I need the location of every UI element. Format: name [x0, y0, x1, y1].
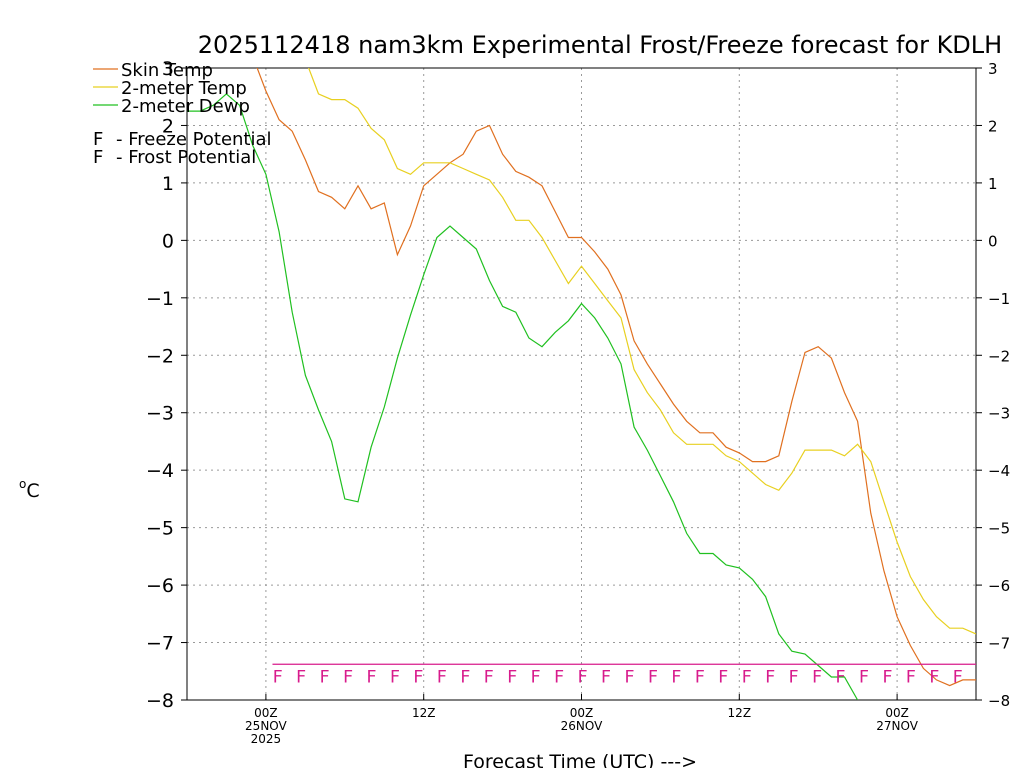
x-tick-label: 26NOV	[561, 719, 603, 733]
freeze-flag: F	[554, 667, 564, 687]
freeze-flag: F	[953, 667, 963, 687]
legend-marker: F	[93, 129, 103, 150]
y-tick-label-right: −6	[988, 577, 1010, 595]
series-line-2-meter-temp	[308, 68, 976, 635]
y-tick-label: −1	[146, 288, 174, 310]
freeze-flag: F	[929, 667, 939, 687]
freeze-flag: F	[648, 667, 658, 687]
y-tick-label-right: 1	[988, 175, 998, 193]
freeze-flag: F	[343, 667, 353, 687]
legend-marker: F	[93, 147, 103, 168]
x-tick-label: 12Z	[412, 706, 436, 720]
y-tick-label: −3	[146, 403, 174, 425]
y-tick-label-right: −2	[988, 347, 1010, 365]
y-tick-label: 1	[162, 173, 174, 195]
y-tick-label-right: −3	[988, 405, 1010, 423]
y-tick-label: −4	[146, 460, 174, 482]
y-tick-label-right: 2	[988, 117, 998, 135]
legend-label: 2-meter Temp	[121, 78, 247, 99]
grid-lines	[187, 68, 976, 700]
freeze-flag: F	[484, 667, 494, 687]
y-tick-label-right: 3	[988, 60, 998, 78]
freeze-flag: F	[319, 667, 329, 687]
y-tick-label-right: −8	[988, 692, 1010, 710]
y-axis-label: oC	[19, 477, 40, 502]
x-tick-label: 00Z	[254, 706, 278, 720]
freeze-flag: F	[601, 667, 611, 687]
x-tick-label: 25NOV	[245, 719, 287, 733]
y-tick-label: −6	[146, 575, 174, 597]
y-axis-left: −8 −7 −6 −5 −4 −3 −2 −1 0 1 2 3	[146, 58, 187, 712]
freeze-flag: F	[507, 667, 517, 687]
x-tick-label: 00Z	[570, 706, 594, 720]
y-tick-label: −5	[146, 518, 174, 540]
y-tick-label: 2	[162, 115, 174, 137]
x-tick-label: 27NOV	[876, 719, 918, 733]
freeze-flag: F	[296, 667, 306, 687]
freeze-flag: F	[718, 667, 728, 687]
freeze-flag: F	[577, 667, 587, 687]
y-tick-label: 3	[162, 58, 174, 80]
y-tick-label-right: −1	[988, 290, 1010, 308]
freeze-flag: F	[413, 667, 423, 687]
x-tick-label: 2025	[251, 732, 282, 746]
freeze-flag: F	[272, 667, 282, 687]
x-tick-label: 00Z	[885, 706, 909, 720]
freeze-flag: F	[695, 667, 705, 687]
freeze-flag: F	[437, 667, 447, 687]
y-axis-label-text: oC	[19, 477, 40, 502]
y-tick-label-right: 0	[988, 232, 998, 250]
chart-title: 2025112418 nam3km Experimental Frost/Fre…	[198, 31, 1002, 59]
freeze-flag: F	[530, 667, 540, 687]
y-tick-label: 0	[162, 230, 174, 252]
y-tick-label-right: −5	[988, 520, 1010, 538]
legend-label: 2-meter Dewp	[121, 96, 250, 117]
freeze-flag: F	[788, 667, 798, 687]
y-tick-label: −8	[146, 690, 174, 712]
freeze-flag: F	[741, 667, 751, 687]
y-tick-label-right: −7	[988, 635, 1010, 653]
plot-frame	[186, 67, 977, 701]
y-tick-label: −7	[146, 633, 174, 655]
freeze-flag: F	[835, 667, 845, 687]
legend-note: - Freeze Potential	[116, 129, 272, 150]
freeze-flag: F	[765, 667, 775, 687]
x-tick-label: 12Z	[728, 706, 752, 720]
y-axis-right: −8 −7 −6 −5 −4 −3 −2 −1 0 1 2 3	[976, 60, 1010, 710]
y-tick-label-right: −4	[988, 462, 1010, 480]
freeze-flag: F	[460, 667, 470, 687]
freeze-flag: F	[882, 667, 892, 687]
series-line-2-meter-dewp	[187, 93, 859, 700]
freeze-flag: F	[390, 667, 400, 687]
legend-label: Skin Temp	[121, 60, 213, 81]
series-line-skin-temp	[256, 68, 976, 687]
x-axis-label: Forecast Time (UTC) --->	[463, 751, 697, 768]
freeze-flag: F	[671, 667, 681, 687]
freeze-flag: F	[624, 667, 634, 687]
y-tick-label: −2	[146, 345, 174, 367]
freeze-flag: F	[906, 667, 916, 687]
data-series	[187, 68, 976, 700]
freeze-flag: F	[812, 667, 822, 687]
freeze-flag: F	[859, 667, 869, 687]
legend-note: - Frost Potential	[116, 147, 256, 168]
freeze-flag: F	[366, 667, 376, 687]
